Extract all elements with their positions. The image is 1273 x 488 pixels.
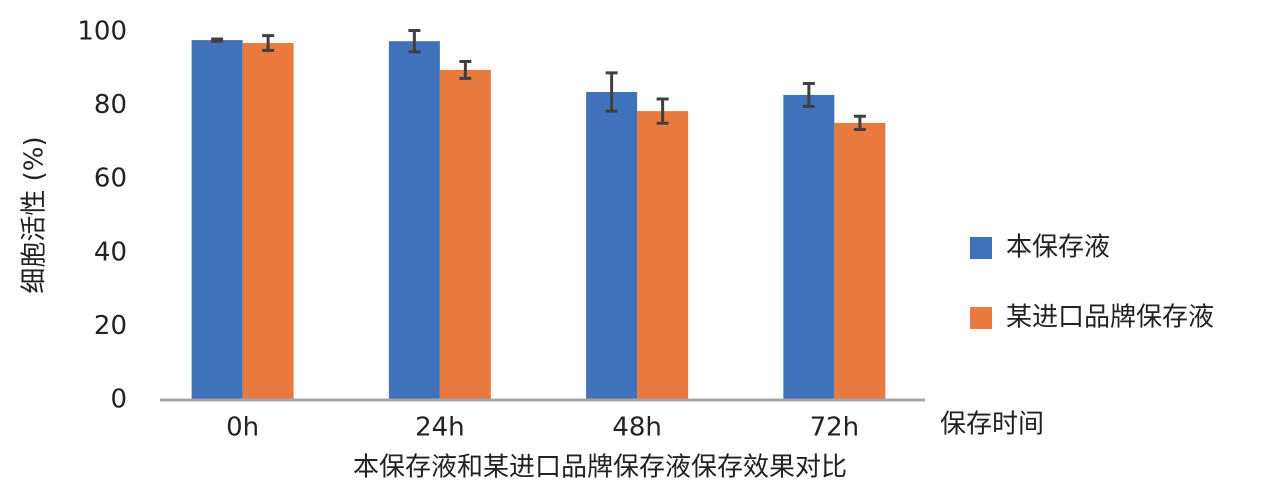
x-tick-label: 72h <box>810 413 860 443</box>
y-tick-label: 40 <box>94 237 127 267</box>
bar <box>637 111 689 401</box>
x-tick-label: 48h <box>612 413 662 443</box>
y-tick-label: 0 <box>110 385 127 415</box>
y-axis-label: 细胞活性 (%) <box>20 136 50 293</box>
bar <box>439 69 491 401</box>
bar <box>191 40 243 400</box>
y-tick-label: 100 <box>77 17 127 47</box>
error-bar <box>459 59 472 80</box>
bar <box>388 41 440 400</box>
bar <box>834 122 886 401</box>
bar <box>242 43 294 400</box>
error-bar <box>408 29 421 54</box>
error-bar <box>211 37 224 43</box>
bar <box>783 94 835 400</box>
x-tick-label: 0h <box>226 413 259 443</box>
y-tick-label: 20 <box>94 311 127 341</box>
chart-title: 本保存液和某进口品牌保存液保存效果对比 <box>353 453 847 483</box>
y-tick-label: 80 <box>94 90 127 120</box>
x-axis-label: 保存时间 <box>940 410 1044 440</box>
legend-label: 某进口品牌保存液 <box>1006 303 1214 333</box>
legend-swatch <box>970 237 992 259</box>
legend-label: 本保存液 <box>1006 233 1110 263</box>
x-tick-label: 24h <box>415 413 465 443</box>
legend-swatch <box>970 307 992 329</box>
y-tick-label: 60 <box>94 164 127 194</box>
bar <box>586 91 638 400</box>
error-bar <box>656 97 669 125</box>
error-bar <box>853 114 866 132</box>
error-bar <box>262 34 275 52</box>
error-bar <box>605 71 618 113</box>
error-bar <box>802 82 815 108</box>
